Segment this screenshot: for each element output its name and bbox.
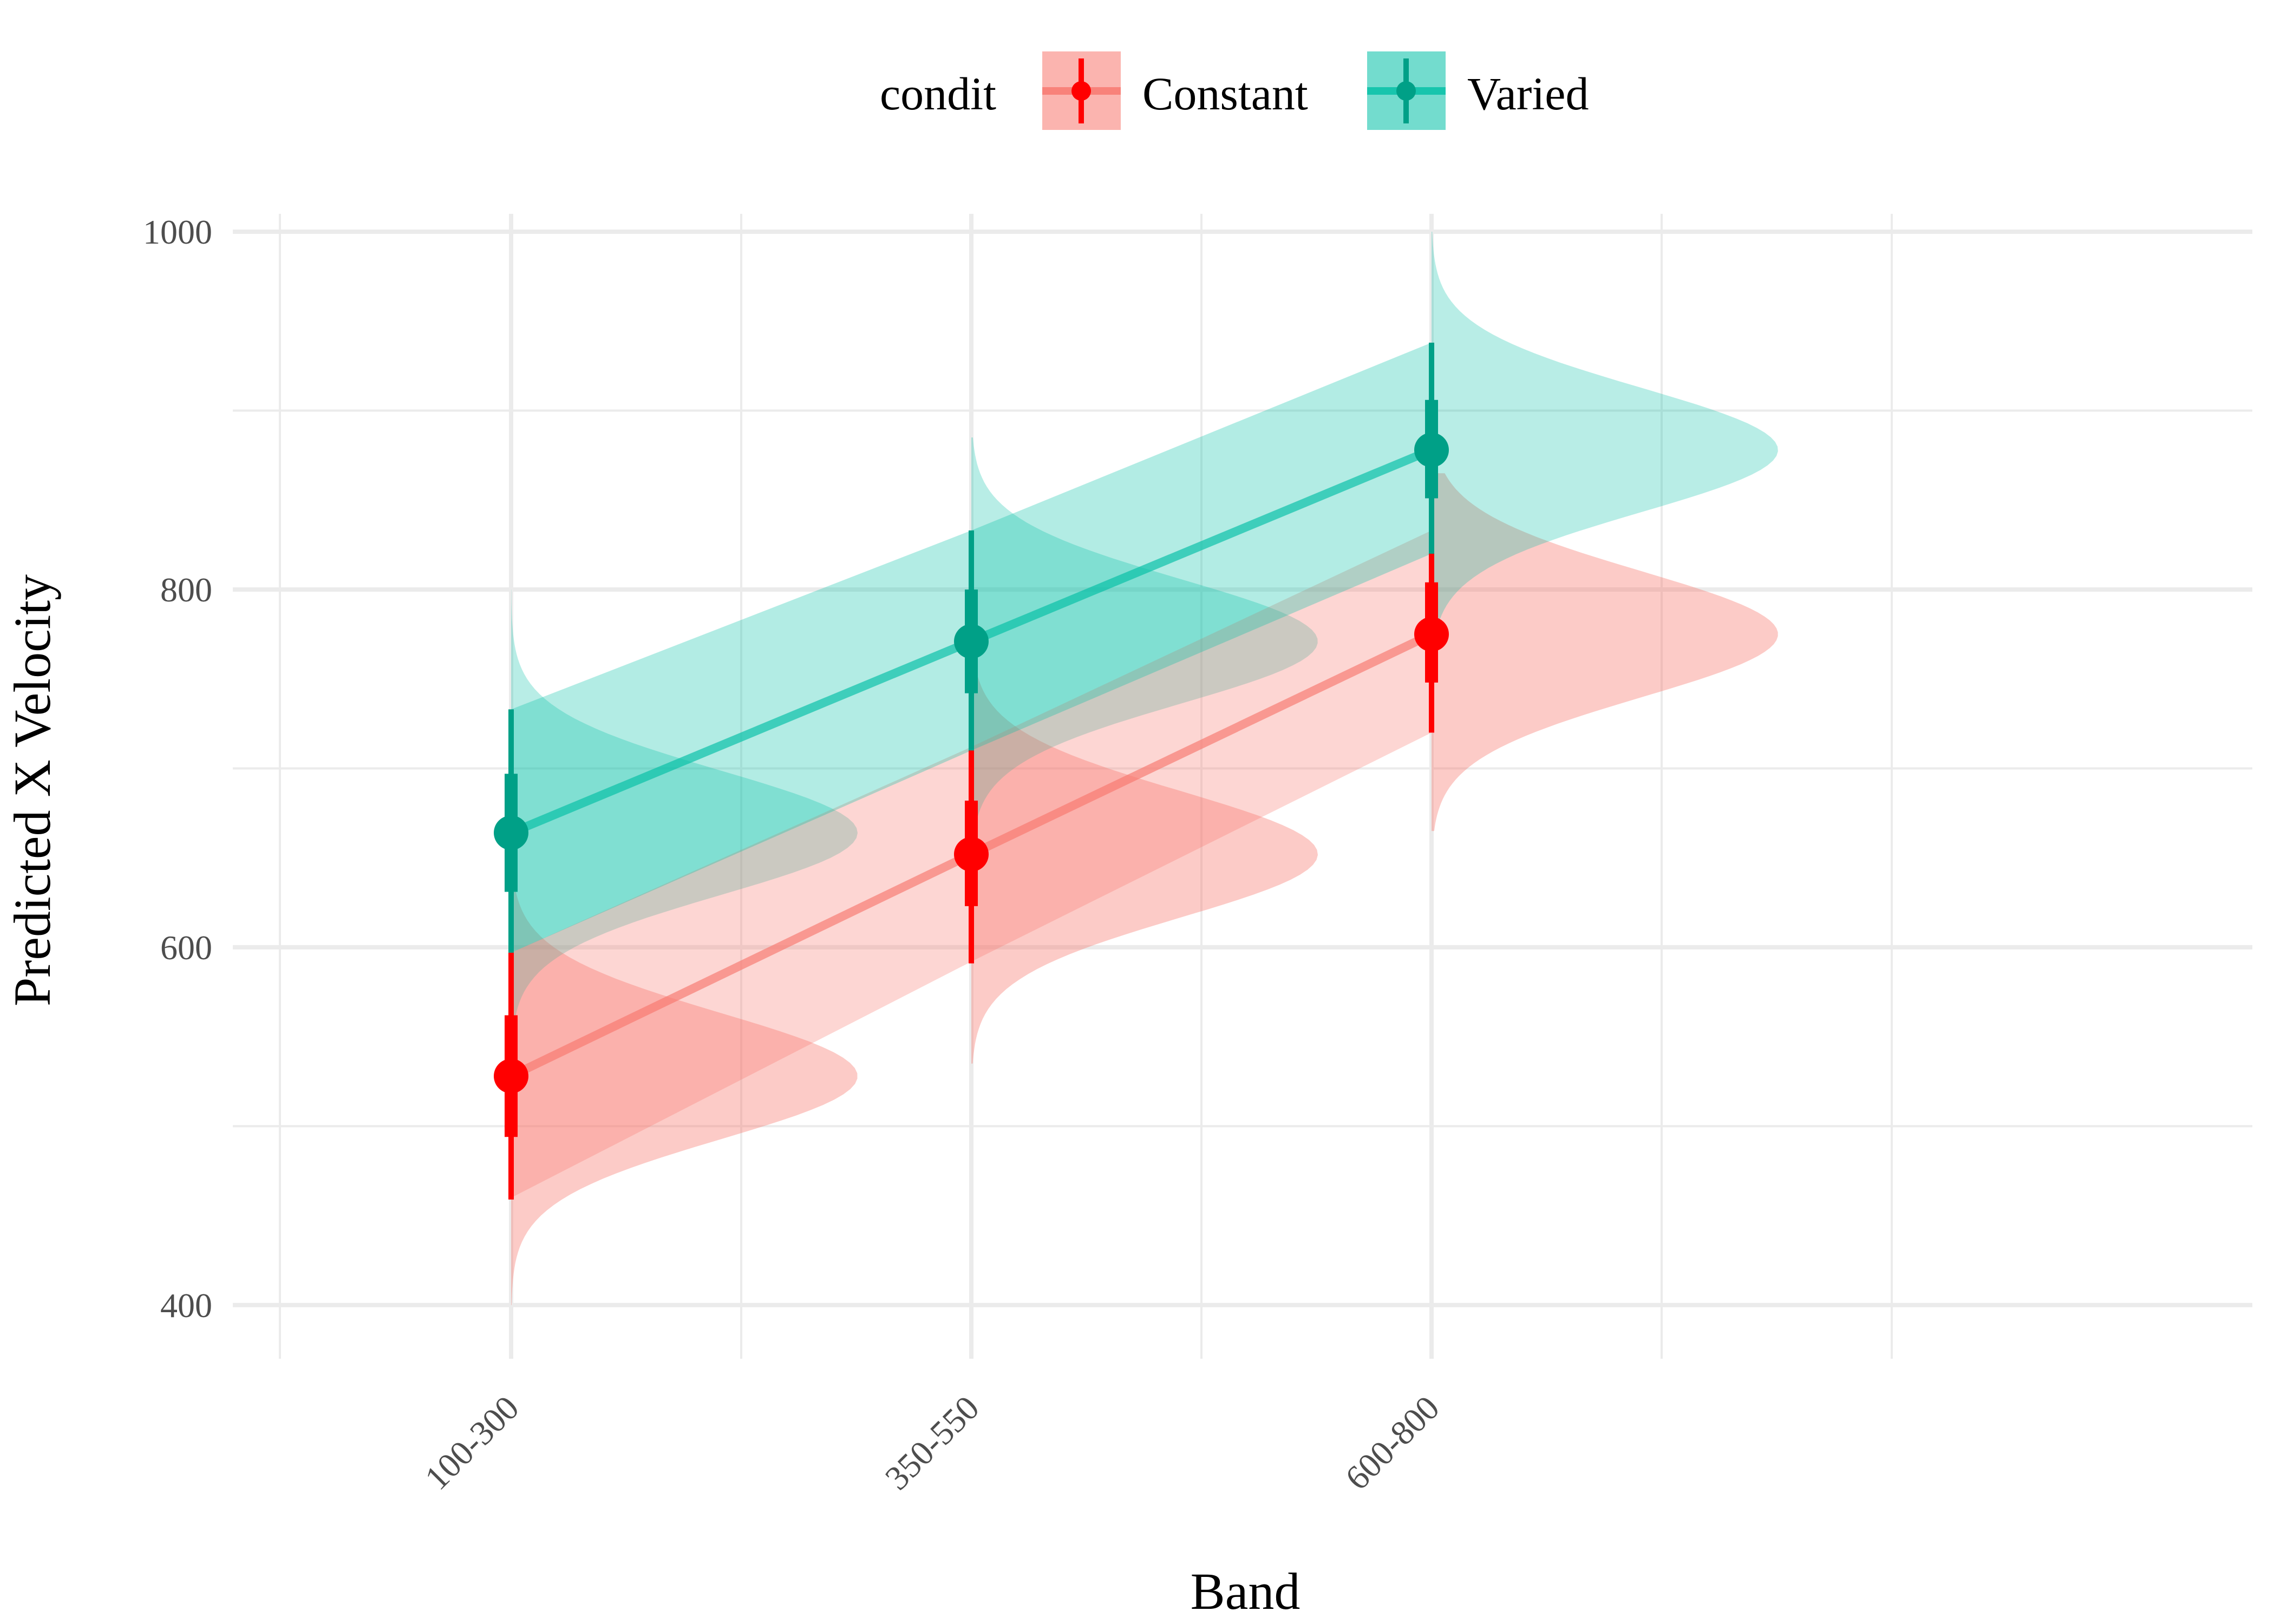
density-slab-constant-100-300 (511, 831, 858, 1305)
legend-label-constant: Constant (1142, 68, 1308, 120)
legend-title: condit (880, 68, 996, 120)
x-tick-label-600-800: 600-800 (1338, 1389, 1447, 1497)
x-axis-title: Band (1191, 1562, 1301, 1620)
median-points (494, 433, 1449, 1093)
legend-item-constant: Constant (1042, 51, 1308, 130)
y-tick-label-1: 600 (160, 928, 212, 967)
legend: condit Constant Varied (880, 51, 1589, 130)
median-point-constant-100-300 (494, 1058, 528, 1093)
legend-label-varied: Varied (1467, 68, 1589, 120)
density-slab-varied-600-800 (1432, 232, 1778, 652)
median-point-constant-350-550 (954, 837, 989, 872)
legend-item-varied: Varied (1367, 51, 1589, 130)
density-slabs (511, 232, 1778, 1305)
median-point-constant-600-800 (1414, 617, 1449, 652)
y-tick-label-2: 800 (160, 571, 212, 609)
density-slab-varied-100-300 (511, 589, 858, 1037)
median-point-varied-100-300 (494, 815, 528, 850)
density-slab-constant-600-800 (1432, 473, 1778, 831)
y-axis-title: Predicted X Velocity (3, 574, 61, 1006)
median-point-varied-350-550 (954, 624, 989, 659)
density-slab-varied-350-550 (971, 437, 1318, 840)
density-slab-constant-350-550 (971, 616, 1318, 1064)
y-tick-label-0: 400 (160, 1286, 212, 1325)
y-tick-label-3: 1000 (143, 213, 212, 251)
x-tick-label-100-300: 100-300 (417, 1389, 526, 1497)
median-point-varied-600-800 (1414, 433, 1449, 468)
x-tick-label-350-550: 350-550 (878, 1389, 986, 1497)
